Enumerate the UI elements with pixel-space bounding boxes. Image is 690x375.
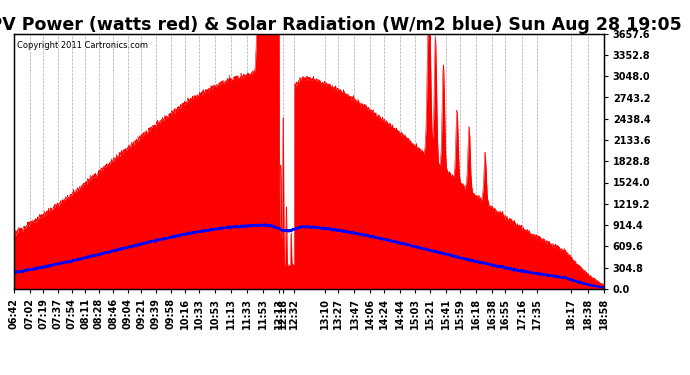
Title: Total PV Power (watts red) & Solar Radiation (W/m2 blue) Sun Aug 28 19:05: Total PV Power (watts red) & Solar Radia…: [0, 16, 682, 34]
Text: Copyright 2011 Cartronics.com: Copyright 2011 Cartronics.com: [17, 41, 148, 50]
